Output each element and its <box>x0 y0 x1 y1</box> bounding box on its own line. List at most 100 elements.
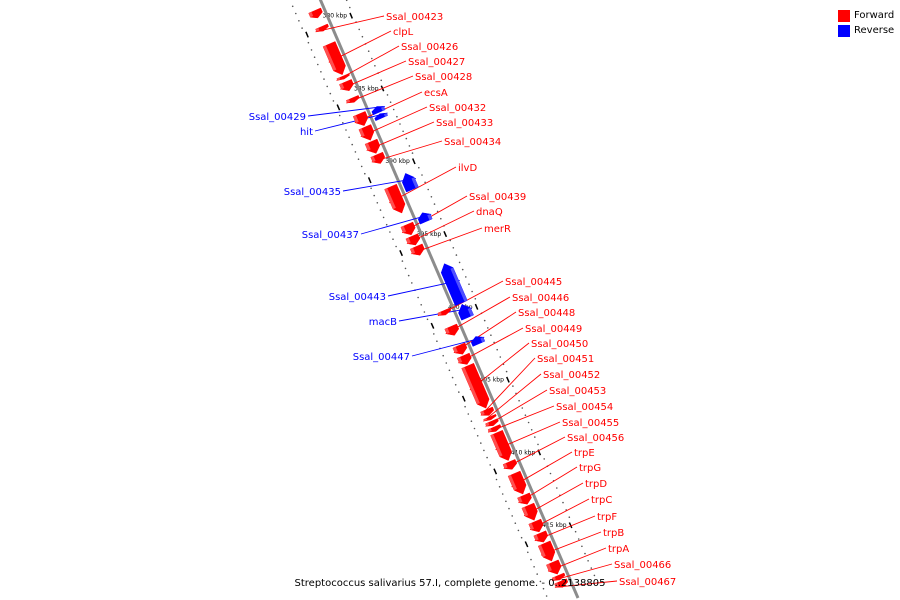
label-leader-line <box>554 580 618 588</box>
gene-arrow-highlight <box>552 576 556 581</box>
scale-dot <box>417 296 419 299</box>
scale-dot <box>458 391 460 393</box>
scale-dot <box>317 63 319 66</box>
gene-arrow-highlight <box>533 534 539 541</box>
gene-arrow-highlight <box>503 463 508 469</box>
scale-dot <box>401 260 404 262</box>
scale-dot <box>530 558 532 561</box>
gene-clpl <box>322 41 346 76</box>
scale-dot <box>407 274 410 277</box>
scale-tick-mark <box>568 522 573 529</box>
gene-labels: Ssal_00423 clpL Ssal_00426 Ssal_00427 Ssal_0… <box>249 12 677 588</box>
scale-tick-mark <box>430 322 435 329</box>
gene-ssal-00466 <box>551 572 566 581</box>
scale-tick-label: 395 kbp <box>417 231 442 238</box>
scale-tick-mark <box>399 250 403 257</box>
scale-dot <box>480 442 482 444</box>
gene-label-ssal-00454: Ssal_00454 <box>556 402 613 413</box>
scale-dot <box>396 115 398 118</box>
scale-tick-label: 415 kbp <box>542 522 567 529</box>
gene-arrow-highlight <box>410 247 416 254</box>
gene-label-merr: merR <box>484 224 511 235</box>
scale-dot <box>389 101 392 103</box>
gene-label-ssal-00428: Ssal_00428 <box>415 72 472 83</box>
scale-dot <box>465 276 467 278</box>
gene-arrow-highlight <box>521 507 529 517</box>
scale-dot <box>342 122 344 124</box>
scale-dot <box>539 580 542 583</box>
scale-dot <box>496 348 499 351</box>
scale-dot <box>326 85 329 88</box>
gene-arrow-highlight <box>384 188 396 210</box>
label-leader-line <box>483 373 542 422</box>
scale-dot <box>508 507 510 510</box>
gene-arrow-highlight <box>323 45 337 71</box>
scale-dot <box>486 456 488 459</box>
scale-dot <box>467 413 470 415</box>
scale-dot <box>373 194 376 197</box>
scale-dot <box>404 267 407 270</box>
scale-tick-label: 400 kbp <box>448 304 473 311</box>
scale-dot <box>505 370 508 373</box>
scale-dot <box>430 196 433 198</box>
gene-ssal-00426 <box>336 73 350 81</box>
scale-dot <box>357 158 360 160</box>
scale-dot <box>367 50 370 52</box>
gene-arrow-highlight <box>538 544 546 558</box>
gene-ssal-00455 <box>490 429 512 461</box>
gene-arrow <box>461 362 490 409</box>
scale-dot <box>568 516 571 518</box>
scale-dot <box>521 407 524 409</box>
scale-dot <box>458 261 461 264</box>
scale-dot <box>408 145 411 147</box>
gene-arrow-highlight <box>488 428 492 432</box>
scale-tick-mark <box>336 104 341 111</box>
scale-dot <box>433 203 436 205</box>
gene-trpb <box>537 540 556 562</box>
gene-arrow-highlight <box>457 357 463 364</box>
scale-dot <box>590 567 593 569</box>
legend: Forward Reverse <box>838 8 894 38</box>
gene-ssal-00446 <box>444 323 460 336</box>
scale-dot <box>487 327 489 329</box>
gene-ssal-00437 <box>417 212 433 225</box>
gene-label-ssal-00439: Ssal_00439 <box>469 192 526 203</box>
scale-dot <box>307 41 310 44</box>
label-leader-line <box>315 15 385 33</box>
scale-dot <box>501 493 504 495</box>
gene-label-ssal-00435: Ssal_00435 <box>284 187 341 198</box>
scale-dot <box>361 35 364 38</box>
gene-arrow-highlight <box>450 267 468 302</box>
scale-dot <box>348 136 350 139</box>
gene-ssal-00445 <box>437 307 452 316</box>
scale-dot <box>402 130 404 133</box>
gene-label-ssal-00433: Ssal_00433 <box>436 118 493 129</box>
scale-dot <box>360 165 363 168</box>
gene-label-trpd: trpD <box>585 479 607 490</box>
gene-label-trpb: trpB <box>603 528 624 539</box>
scale-dot <box>426 318 429 321</box>
scale-tick-mark <box>367 177 372 184</box>
scale-dot <box>411 282 413 284</box>
scale-dot <box>545 595 548 597</box>
gene-label-ssal-00449: Ssal_00449 <box>525 324 582 335</box>
gene-arrow-highlight <box>485 422 490 427</box>
scale-dot <box>345 0 348 2</box>
gene-arrow-highlight <box>411 177 419 189</box>
gene-arrow-highlight <box>467 307 474 317</box>
gene-label-ssal-00427: Ssal_00427 <box>408 57 465 68</box>
scale-tick-mark <box>305 31 309 38</box>
scale-dot <box>490 334 492 337</box>
gene-label-dnaq: dnaQ <box>476 207 503 218</box>
gene-ssal-00429 <box>371 106 386 116</box>
gene-ssal-00451 <box>480 406 495 416</box>
scale-dot <box>329 92 332 95</box>
scale-dot <box>421 174 423 176</box>
gene-trpf <box>533 530 549 543</box>
gene-arrow-highlight <box>554 582 559 588</box>
gene-ecsa <box>352 111 369 126</box>
scale-dot <box>364 172 366 175</box>
gene-label-ilvd: ilvD <box>458 163 477 174</box>
scale-dot <box>371 57 373 60</box>
